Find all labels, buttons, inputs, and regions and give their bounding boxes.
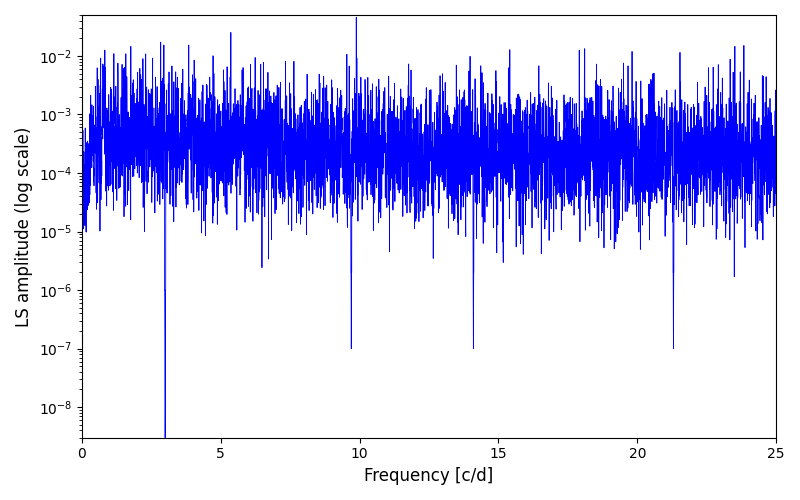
X-axis label: Frequency [c/d]: Frequency [c/d] bbox=[364, 467, 494, 485]
Y-axis label: LS amplitude (log scale): LS amplitude (log scale) bbox=[15, 126, 33, 326]
